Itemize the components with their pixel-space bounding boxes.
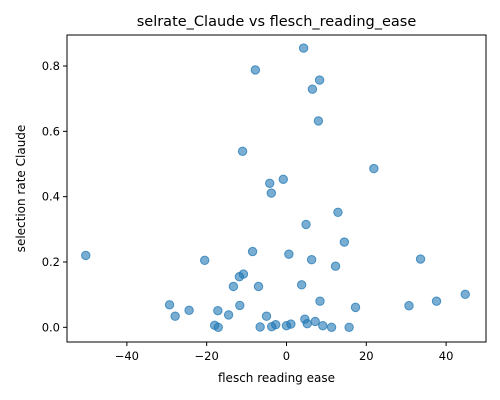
- data-point: [330, 261, 341, 271]
- data-point: [296, 280, 307, 290]
- data-point: [431, 296, 442, 306]
- data-point: [255, 322, 265, 332]
- data-point: [266, 188, 277, 198]
- x-axis-label: flesch reading ease: [218, 371, 335, 385]
- x-tick-label: −20: [195, 349, 219, 363]
- data-point: [298, 43, 309, 53]
- chart-title: selrate_Claude vs flesch_reading_ease: [137, 14, 417, 30]
- data-point: [350, 302, 361, 313]
- data-point: [261, 311, 272, 321]
- x-tick-label: 20: [359, 349, 374, 363]
- data-point: [223, 310, 234, 320]
- data-point: [369, 163, 379, 174]
- data-point: [333, 207, 343, 218]
- data-point: [415, 254, 426, 264]
- data-point: [237, 146, 248, 156]
- y-tick-label: 0.0: [42, 320, 60, 334]
- data-point: [234, 271, 245, 282]
- data-point: [301, 219, 311, 230]
- data-point: [278, 174, 288, 185]
- data-point: [306, 254, 317, 265]
- y-axis-label: selection rate Claude: [14, 125, 28, 253]
- data-point: [199, 255, 210, 266]
- y-tick-label: 0.8: [42, 59, 60, 73]
- data-point: [228, 281, 239, 292]
- data-point: [307, 84, 318, 94]
- data-point: [302, 319, 312, 329]
- y-tick-label: 0.6: [42, 124, 60, 138]
- data-point: [184, 305, 194, 316]
- y-tick-label: 0.4: [42, 190, 60, 204]
- data-point: [265, 178, 275, 188]
- data-point: [281, 320, 292, 331]
- data-point: [247, 246, 258, 257]
- data-point: [404, 301, 414, 311]
- data-point: [235, 300, 245, 311]
- data-point: [164, 300, 175, 310]
- data-point: [314, 75, 325, 85]
- data-point: [213, 305, 223, 316]
- x-tick-label: 0: [283, 349, 290, 363]
- data-point: [339, 237, 350, 247]
- data-point: [81, 250, 91, 261]
- x-tick-label: −40: [115, 349, 139, 363]
- data-point: [170, 311, 180, 321]
- data-point: [313, 116, 324, 126]
- y-axis: 0.0 0.2 0.4 0.6 0.8: [42, 59, 67, 334]
- data-point: [213, 322, 223, 333]
- data-point: [318, 320, 328, 331]
- data-point: [250, 65, 261, 75]
- data-point: [267, 321, 277, 332]
- data-point: [310, 316, 320, 327]
- data-point: [344, 322, 354, 333]
- data-point: [315, 296, 325, 306]
- data-point: [284, 249, 294, 259]
- data-point: [253, 281, 264, 292]
- x-axis: −40 −20 0 20 40: [115, 342, 454, 363]
- plot-frame: [66, 34, 487, 343]
- y-tick-label: 0.2: [42, 255, 60, 269]
- data-point: [460, 289, 470, 300]
- x-tick-label: 40: [439, 349, 454, 363]
- data-point: [326, 322, 337, 333]
- data-points: [81, 43, 470, 333]
